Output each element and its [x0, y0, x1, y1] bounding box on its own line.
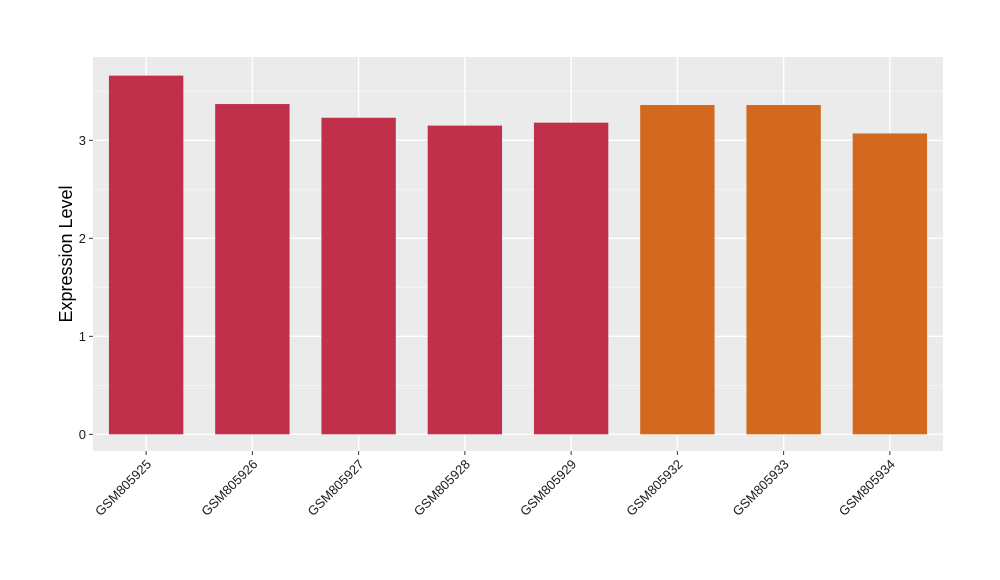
y-axis: 0 1 2 3 — [79, 133, 93, 442]
bar-GSM805934 — [852, 133, 928, 435]
x-tick-label: GSM805925 — [92, 457, 154, 519]
bar-GSM805933 — [746, 105, 821, 435]
y-tick-label: 0 — [79, 427, 86, 442]
x-tick-label: GSM805927 — [305, 457, 367, 519]
x-tick-label: GSM805932 — [623, 457, 685, 519]
x-axis: GSM805925 GSM805926 GSM805927 GSM805928 GSM8… — [92, 451, 898, 519]
bar-GSM805929 — [533, 122, 609, 435]
bar-GSM805928 — [427, 125, 503, 435]
x-tick-label: GSM805926 — [198, 457, 260, 519]
bars — [108, 75, 928, 435]
x-tick-label: GSM805933 — [730, 457, 792, 519]
bar-GSM805927 — [321, 117, 396, 435]
y-tick-label: 1 — [79, 329, 86, 344]
y-tick-label: 2 — [79, 231, 86, 246]
x-tick-label: GSM805934 — [836, 457, 898, 519]
x-tick-label: GSM805928 — [411, 457, 473, 519]
x-tick-label: GSM805929 — [517, 457, 579, 519]
y-tick-label: 3 — [79, 133, 86, 148]
bar-GSM805925 — [108, 75, 184, 435]
y-axis-title: Expression Level — [56, 185, 76, 322]
bar-GSM805926 — [215, 104, 290, 435]
bar-GSM805932 — [640, 105, 715, 435]
